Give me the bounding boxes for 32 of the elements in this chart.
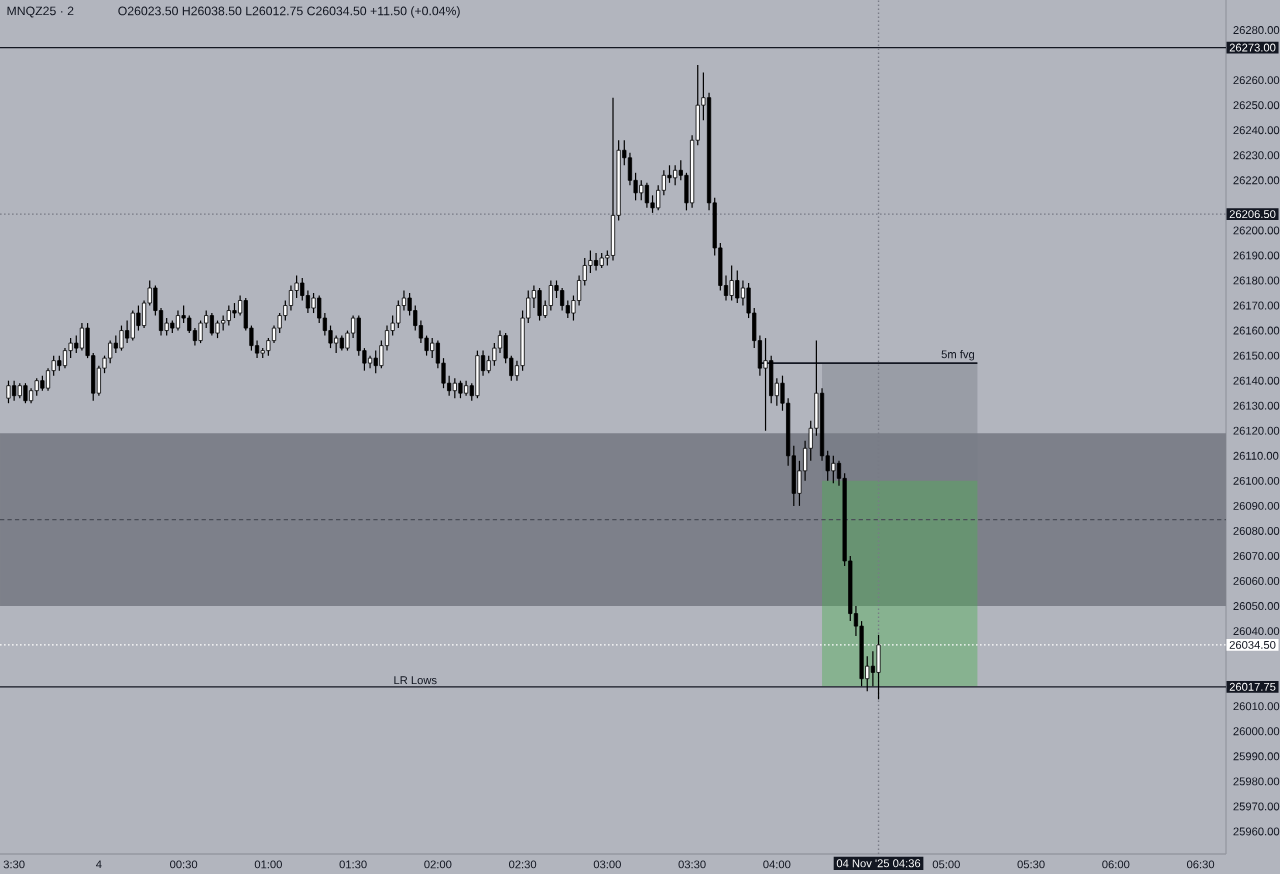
- candlestick: [396, 299, 401, 329]
- candlestick: [136, 304, 141, 332]
- candlestick: [79, 322, 85, 352]
- candlestick: [226, 304, 231, 327]
- candlestick: [130, 309, 135, 342]
- candlestick: [729, 264, 734, 302]
- candlestick: [198, 319, 203, 344]
- candlestick: [373, 350, 378, 374]
- candlestick: [831, 455, 836, 484]
- candlestick: [740, 279, 746, 307]
- candlestick: [537, 287, 542, 322]
- candlestick: [175, 309, 181, 332]
- candlestick: [870, 650, 875, 687]
- candlestick: [430, 337, 435, 359]
- candlestick: [763, 337, 768, 432]
- candlestick: [12, 380, 17, 402]
- candlestick: [311, 292, 316, 314]
- candlestick: [593, 252, 599, 272]
- candlestick: [125, 319, 130, 344]
- candlestick: [23, 382, 28, 404]
- candlestick: [119, 324, 124, 352]
- candlestick: [209, 312, 214, 337]
- candlestick: [452, 377, 457, 399]
- candlestick: [475, 350, 480, 399]
- candlestick: [610, 97, 616, 262]
- candlestick: [673, 164, 678, 186]
- candlestick: [548, 279, 553, 312]
- candlestick: [644, 182, 649, 209]
- candlestick: [560, 287, 565, 312]
- candlestick: [735, 269, 740, 304]
- candlestick: [639, 179, 644, 201]
- candlestick: [6, 380, 11, 404]
